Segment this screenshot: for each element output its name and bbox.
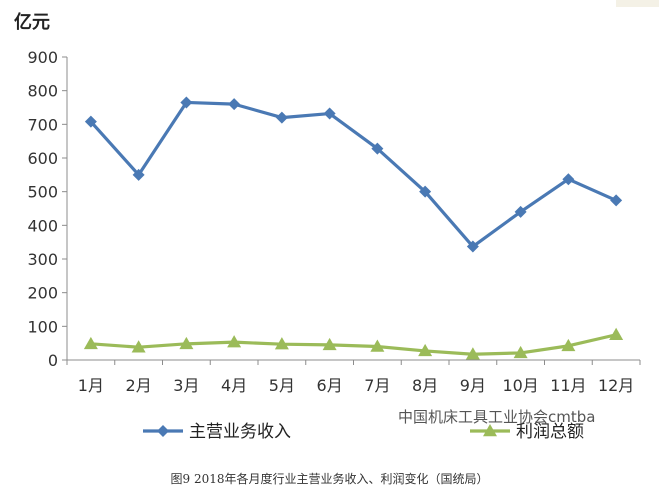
y-tick-label: 800: [27, 82, 58, 101]
x-tick-label: 12月: [598, 376, 634, 395]
x-tick-label: 11月: [550, 376, 586, 395]
series-1: [84, 96, 623, 253]
legend-label: 利润总额: [516, 422, 584, 442]
x-tick-label: 2月: [126, 376, 152, 395]
data-point-diamond: [84, 115, 97, 128]
x-tick-label: 10月: [502, 376, 538, 395]
axes: [62, 56, 641, 365]
data-point-triangle: [131, 340, 146, 353]
data-point-triangle: [561, 338, 576, 352]
data-point-diamond: [371, 142, 384, 155]
data-point-diamond: [323, 107, 336, 120]
y-tick-label: 500: [27, 183, 58, 202]
y-tick-labels: 0 100 200 300 400 500 600 700 800 900: [27, 48, 58, 370]
y-tick-label: 400: [27, 216, 58, 235]
data-point-diamond: [466, 240, 479, 253]
data-point-diamond: [180, 96, 193, 109]
y-tick-label: 200: [27, 284, 58, 303]
series-2: [83, 327, 624, 360]
data-point-diamond: [562, 173, 575, 186]
data-point-triangle: [322, 337, 337, 351]
series-line: [90, 333, 617, 356]
series-group: [83, 96, 624, 360]
data-point-triangle: [609, 327, 624, 340]
corner-badge: [616, 0, 659, 7]
data-point-triangle: [227, 335, 242, 348]
y-tick-label: 100: [27, 317, 58, 336]
y-tick-label: 0: [48, 351, 58, 370]
x-tick-label: 1月: [78, 376, 104, 395]
line-chart: 0 100 200 300 400 500 600 700 800 900 1月 2月 3月 4月 5月 6…: [27, 48, 641, 442]
data-point-triangle: [418, 343, 433, 357]
data-point-triangle: [483, 424, 497, 437]
y-tick-label: 600: [27, 149, 58, 168]
data-point-triangle: [179, 336, 194, 350]
legend: 主营业务收入 利润总额: [143, 422, 584, 442]
watermark-text: 中国机床工具工业协会cmtba: [398, 408, 596, 426]
data-point-diamond: [132, 168, 145, 181]
legend-label: 主营业务收入: [189, 422, 291, 442]
x-tick-label: 9月: [460, 376, 486, 395]
legend-item: 利润总额: [470, 422, 584, 442]
y-axis-unit-label: 亿元: [14, 12, 50, 33]
data-point-triangle: [274, 337, 289, 350]
series-line: [89, 100, 617, 249]
data-point-diamond: [228, 98, 241, 111]
data-point-diamond: [419, 185, 432, 198]
x-tick-label: 5月: [269, 376, 295, 395]
figure-caption: 图9 2018年各月度行业主营业务收入、利润变化（国统局）: [170, 472, 489, 486]
y-tick-label: 900: [27, 48, 58, 67]
data-point-diamond: [514, 205, 527, 218]
legend-item: 主营业务收入: [143, 422, 291, 442]
x-tick-label: 6月: [317, 376, 343, 395]
y-tick-label: 300: [27, 250, 58, 269]
x-tick-labels: 1月 2月 3月 4月 5月 6月 7月 8月 9月 10月 11月 12月: [78, 376, 635, 395]
x-tick-label: 3月: [173, 376, 199, 395]
x-tick-label: 8月: [412, 376, 438, 395]
data-point-triangle: [465, 347, 480, 360]
data-point-triangle: [370, 339, 385, 352]
y-tick-label: 700: [27, 115, 58, 134]
data-point-diamond: [275, 111, 288, 124]
x-tick-label: 7月: [364, 376, 390, 395]
data-point-diamond: [157, 425, 169, 437]
data-point-triangle: [83, 336, 98, 350]
x-tick-label: 4月: [221, 376, 247, 395]
data-point-triangle: [513, 345, 528, 359]
data-point-diamond: [610, 194, 623, 207]
